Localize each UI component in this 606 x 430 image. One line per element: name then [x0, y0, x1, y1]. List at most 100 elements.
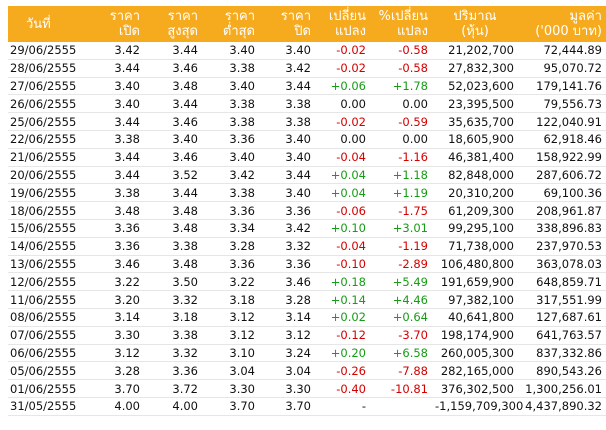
cell-close: 3.40: [259, 42, 315, 60]
cell-date: 29/06/2555: [8, 42, 88, 60]
cell-value: 317,551.99: [518, 290, 606, 309]
cell-open: 3.14: [88, 308, 144, 327]
table-row: 28/06/2555 3.44 3.46 3.38 3.42 -0.02 -0.58 27,8…: [8, 59, 606, 78]
cell-volume: 191,659,900: [432, 272, 518, 292]
cell-value: 4,437,890.32: [518, 397, 606, 416]
table-row: 25/06/2555 3.44 3.46 3.38 3.38 -0.02 -0.59 35,6…: [8, 112, 606, 131]
cell-low: 3.36: [202, 130, 259, 149]
cell-open: 3.40: [88, 94, 144, 114]
cell-high: 3.38: [144, 237, 202, 256]
table-row: 19/06/2555 3.38 3.44 3.38 3.40 +0.04 +1.19 20,3…: [8, 183, 606, 203]
cell-volume: 27,832,300: [432, 59, 518, 78]
cell-close: 3.24: [259, 344, 315, 363]
cell-value: 237,970.53: [518, 237, 606, 256]
cell-volume: 282,165,000: [432, 361, 518, 381]
cell-open: 3.44: [88, 148, 144, 167]
cell-high: 3.46: [144, 59, 202, 78]
cell-close: 3.40: [259, 183, 315, 203]
cell-low: 3.38: [202, 94, 259, 114]
cell-value: 890,543.26: [518, 361, 606, 381]
cell-open: 3.20: [88, 290, 144, 309]
cell-close: 3.42: [259, 59, 315, 78]
cell-change: +0.04: [315, 183, 370, 203]
cell-close: 3.36: [259, 255, 315, 274]
cell-open: 3.48: [88, 201, 144, 220]
cell-date: 18/06/2555: [8, 201, 88, 220]
cell-open: 3.22: [88, 272, 144, 292]
cell-volume: 46,381,400: [432, 148, 518, 167]
cell-close: 3.04: [259, 361, 315, 381]
table-row: 31/05/2555 4.00 4.00 3.70 3.70- -1,159,709,30…: [8, 397, 606, 416]
cell-high: 3.36: [144, 361, 202, 381]
cell-pct-change: [370, 397, 432, 416]
table-row: 26/06/2555 3.40 3.44 3.38 3.38 0.00 0.00 23,395…: [8, 94, 606, 114]
cell-pct-change: +3.01: [370, 219, 432, 238]
cell-low: 3.22: [202, 272, 259, 292]
table-row: 15/06/2555 3.36 3.48 3.34 3.42 +0.10 +3.01 99,2…: [8, 219, 606, 238]
cell-change: +0.02: [315, 308, 370, 327]
cell-date: 08/06/2555: [8, 308, 88, 327]
cell-change: +0.18: [315, 272, 370, 292]
cell-close: 3.44: [259, 77, 315, 96]
cell-change: -0.26: [315, 361, 370, 381]
cell-change: -0.12: [315, 326, 370, 345]
cell-high: 3.18: [144, 308, 202, 327]
cell-change: +0.06: [315, 77, 370, 96]
cell-volume: 198,174,900: [432, 326, 518, 345]
cell-date: 13/06/2555: [8, 255, 88, 274]
cell-value: 95,070.72: [518, 59, 606, 78]
cell-date: 12/06/2555: [8, 272, 88, 292]
table-row: 12/06/2555 3.22 3.50 3.22 3.46 +0.18 +5.49 191,…: [8, 272, 606, 292]
cell-low: 3.42: [202, 166, 259, 185]
cell-open: 3.36: [88, 237, 144, 256]
cell-low: 3.04: [202, 361, 259, 381]
cell-value: 62,918.46: [518, 130, 606, 149]
table-row: 08/06/2555 3.14 3.18 3.12 3.14 +0.02 +0.64 40,6…: [8, 308, 606, 327]
cell-change: -: [315, 397, 370, 416]
cell-volume: 260,005,300: [432, 344, 518, 363]
cell-volume: 71,738,000: [432, 237, 518, 256]
table-row: 20/06/2555 3.44 3.52 3.42 3.44 +0.04 +1.18 82,8…: [8, 166, 606, 185]
cell-pct-change: 0.00: [370, 94, 432, 114]
cell-close: 3.40: [259, 148, 315, 167]
table-row: 11/06/2555 3.20 3.32 3.18 3.28 +0.14 +4.46 97,3…: [8, 290, 606, 309]
cell-value: 158,922.99: [518, 148, 606, 167]
cell-date: 26/06/2555: [8, 94, 88, 114]
cell-low: 3.10: [202, 344, 259, 363]
cell-open: 3.38: [88, 130, 144, 149]
cell-open: 3.42: [88, 42, 144, 60]
cell-low: 3.12: [202, 308, 259, 327]
cell-high: 3.44: [144, 183, 202, 203]
cell-volume: -1,159,709,300: [432, 397, 523, 416]
cell-change: -0.02: [315, 59, 370, 78]
table-row: 18/06/2555 3.48 3.48 3.36 3.36 -0.06 -1.75 61,2…: [8, 201, 606, 220]
cell-high: 3.46: [144, 112, 202, 131]
cell-date: 15/06/2555: [8, 219, 88, 238]
cell-open: 3.40: [88, 77, 144, 96]
header-date: วันที่: [8, 6, 88, 42]
cell-high: 3.48: [144, 255, 202, 274]
cell-volume: 18,605,900: [432, 130, 518, 149]
cell-close: 3.32: [259, 237, 315, 256]
cell-value: 287,606.72: [518, 166, 606, 185]
cell-pct-change: +6.58: [370, 344, 432, 363]
cell-pct-change: -0.59: [370, 112, 432, 131]
table-row: 05/06/2555 3.28 3.36 3.04 3.04 -0.26 -7.88 282,…: [8, 361, 606, 381]
cell-date: 21/06/2555: [8, 148, 88, 167]
cell-high: 3.48: [144, 201, 202, 220]
table-row: 21/06/2555 3.44 3.46 3.40 3.40 -0.04 -1.16 46,3…: [8, 148, 606, 167]
header-change: เปลี่ยน แปลง: [315, 6, 370, 42]
cell-high: 3.46: [144, 148, 202, 167]
cell-pct-change: +1.18: [370, 166, 432, 185]
cell-high: 3.40: [144, 130, 202, 149]
cell-close: 3.30: [259, 379, 315, 398]
cell-date: 31/05/2555: [8, 397, 88, 416]
cell-open: 3.28: [88, 361, 144, 381]
cell-open: 3.36: [88, 219, 144, 238]
header-volume: ปริมาณ (หุ้น): [432, 6, 518, 42]
cell-pct-change: +5.49: [370, 272, 432, 292]
cell-low: 3.38: [202, 183, 259, 203]
cell-change: 0.00: [315, 94, 370, 114]
cell-date: 11/06/2555: [8, 290, 88, 309]
